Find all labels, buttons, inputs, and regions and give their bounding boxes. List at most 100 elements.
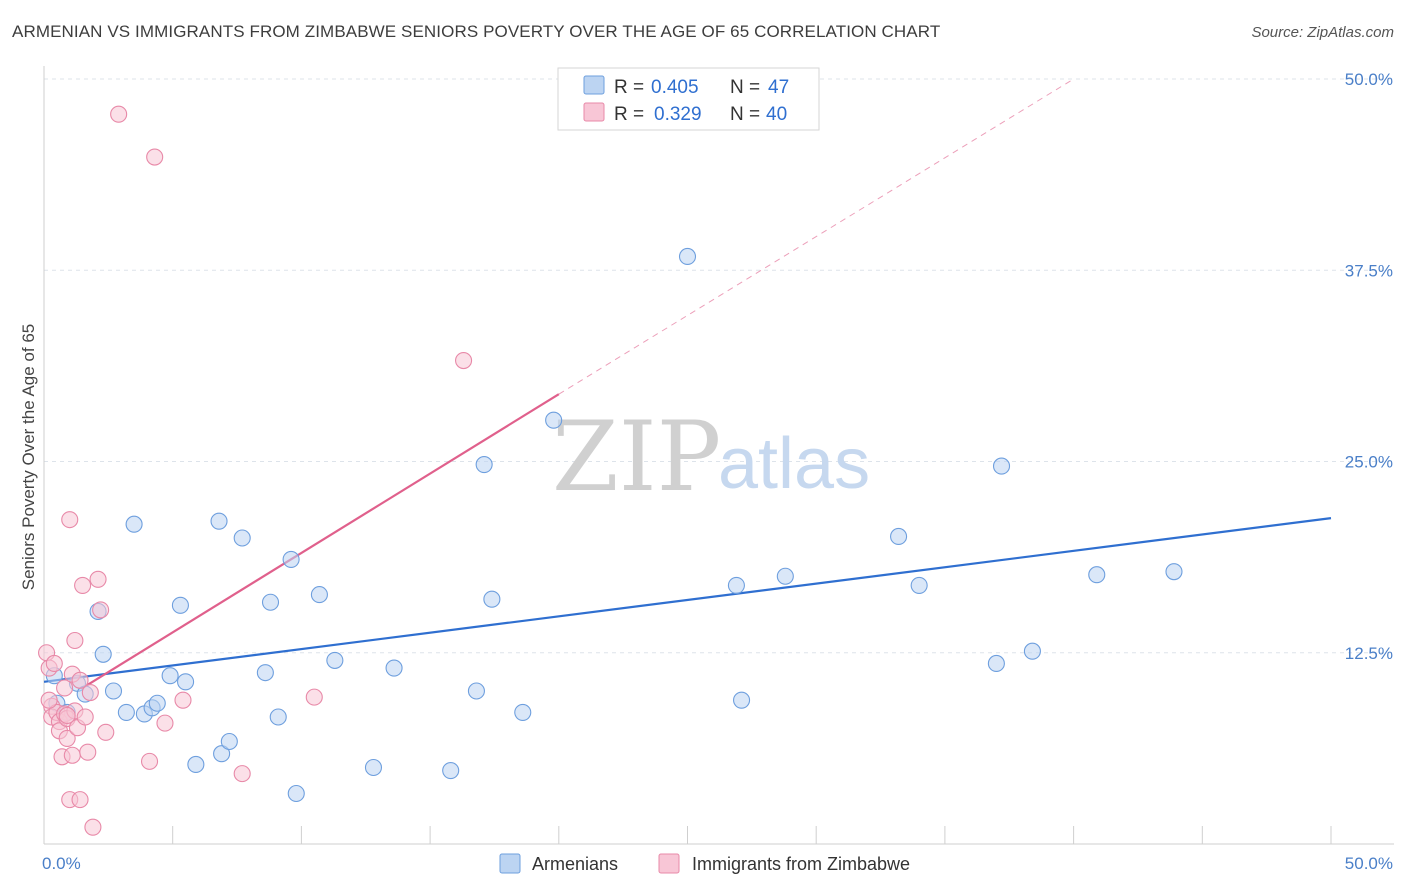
legend-swatch-armenians <box>583 75 605 95</box>
bottom-legend-swatch-zimbabwe <box>658 853 680 874</box>
data-point <box>94 645 112 663</box>
x-tick-labels: 0.0% 50.0% <box>42 854 1393 873</box>
data-point <box>97 723 115 741</box>
data-point <box>45 654 63 673</box>
data-point <box>678 247 697 266</box>
data-point <box>287 784 305 803</box>
watermark-atlas: atlas <box>718 424 870 504</box>
series-zimbabwe <box>38 105 473 836</box>
data-point <box>146 148 164 166</box>
data-point <box>61 511 79 529</box>
data-point <box>364 758 383 777</box>
legend-swatch-zimbabwe <box>583 102 605 122</box>
bottom-legend-label-zimbabwe: Immigrants from Zimbabwe <box>692 854 910 874</box>
data-point <box>81 683 99 702</box>
data-point <box>233 529 251 547</box>
data-point <box>1088 566 1106 584</box>
trend-line-zimbabwe <box>82 393 560 689</box>
points-layer <box>38 105 1183 836</box>
stats-legend: R = 0.405 N = 47 R = 0.329 N = 40 <box>557 67 820 131</box>
data-point <box>220 732 238 751</box>
data-point <box>210 512 228 530</box>
bottom-legend-label-armenians: Armenians <box>532 854 618 874</box>
data-point <box>156 714 174 732</box>
data-point <box>467 682 485 700</box>
data-point <box>733 691 751 709</box>
data-point <box>282 550 300 568</box>
data-point <box>140 752 159 770</box>
data-point <box>1165 563 1183 581</box>
data-point <box>310 586 328 604</box>
data-point <box>104 682 123 700</box>
watermark: ZIP atlas <box>552 401 870 513</box>
data-point <box>148 694 166 712</box>
data-point <box>269 708 287 726</box>
x-tick-label-0: 0.0% <box>42 854 81 873</box>
data-point <box>161 667 179 685</box>
data-point <box>58 729 76 747</box>
grid-layer <box>44 78 1394 654</box>
legend-r-label-2: R = <box>614 104 644 125</box>
data-point <box>514 703 532 721</box>
data-point <box>475 456 493 474</box>
data-point <box>385 659 403 677</box>
bottom-legend-swatch-armenians <box>499 853 521 874</box>
data-point <box>66 631 84 650</box>
source-label: Source: ZipAtlas.com <box>1251 24 1394 41</box>
data-point <box>110 105 128 123</box>
legend-n-value-1: 47 <box>768 77 789 98</box>
data-point <box>71 791 89 809</box>
legend-n-value-2: 40 <box>766 104 787 125</box>
data-point <box>213 745 231 763</box>
trend-line-extension-zimbabwe <box>558 78 1074 395</box>
data-point <box>326 651 344 669</box>
data-point <box>56 679 74 697</box>
data-point <box>74 576 92 594</box>
data-point <box>117 703 135 721</box>
bottom-legend: Armenians Immigrants from Zimbabwe <box>499 853 910 874</box>
data-point <box>174 691 192 709</box>
data-point <box>40 691 58 709</box>
data-point <box>727 576 745 594</box>
trend-layer <box>43 78 1332 689</box>
data-point <box>187 755 205 773</box>
data-point <box>1023 642 1041 660</box>
data-point <box>177 673 195 691</box>
data-point <box>92 601 110 619</box>
legend-r-label-1: R = <box>614 77 644 98</box>
y-tick-labels: 12.5% 25.0% 37.5% 50.0% <box>1345 70 1393 663</box>
legend-n-label-2: N = <box>730 104 760 125</box>
data-point <box>84 818 102 836</box>
y-tick-label-1: 25.0% <box>1345 453 1393 472</box>
data-point <box>256 664 274 682</box>
data-point <box>987 654 1005 673</box>
data-point <box>125 515 143 533</box>
legend-r-value-2: 0.329 <box>654 104 702 125</box>
data-point <box>261 593 280 611</box>
data-point <box>776 567 794 585</box>
watermark-zip: ZIP <box>552 401 721 513</box>
data-point <box>79 743 97 761</box>
data-point <box>442 762 460 780</box>
data-point <box>71 671 89 689</box>
data-point <box>890 527 908 546</box>
y-axis-label: Seniors Poverty Over the Age of 65 <box>19 324 38 590</box>
data-point <box>483 590 501 608</box>
data-point <box>89 570 107 588</box>
data-point <box>910 576 928 594</box>
trend-line-armenians <box>43 517 1332 683</box>
series-armenians <box>45 247 1183 803</box>
data-point <box>305 688 323 706</box>
data-point <box>76 708 94 726</box>
data-point <box>455 351 473 370</box>
y-tick-label-0: 12.5% <box>1345 644 1393 663</box>
data-point <box>171 596 189 614</box>
y-tick-label-2: 37.5% <box>1345 261 1393 280</box>
data-point <box>545 411 563 429</box>
chart-title: ARMENIAN VS IMMIGRANTS FROM ZIMBABWE SEN… <box>12 22 941 41</box>
data-point <box>992 457 1011 475</box>
x-tick-label-1: 50.0% <box>1345 854 1393 873</box>
data-point <box>63 746 81 764</box>
data-point <box>233 765 251 783</box>
